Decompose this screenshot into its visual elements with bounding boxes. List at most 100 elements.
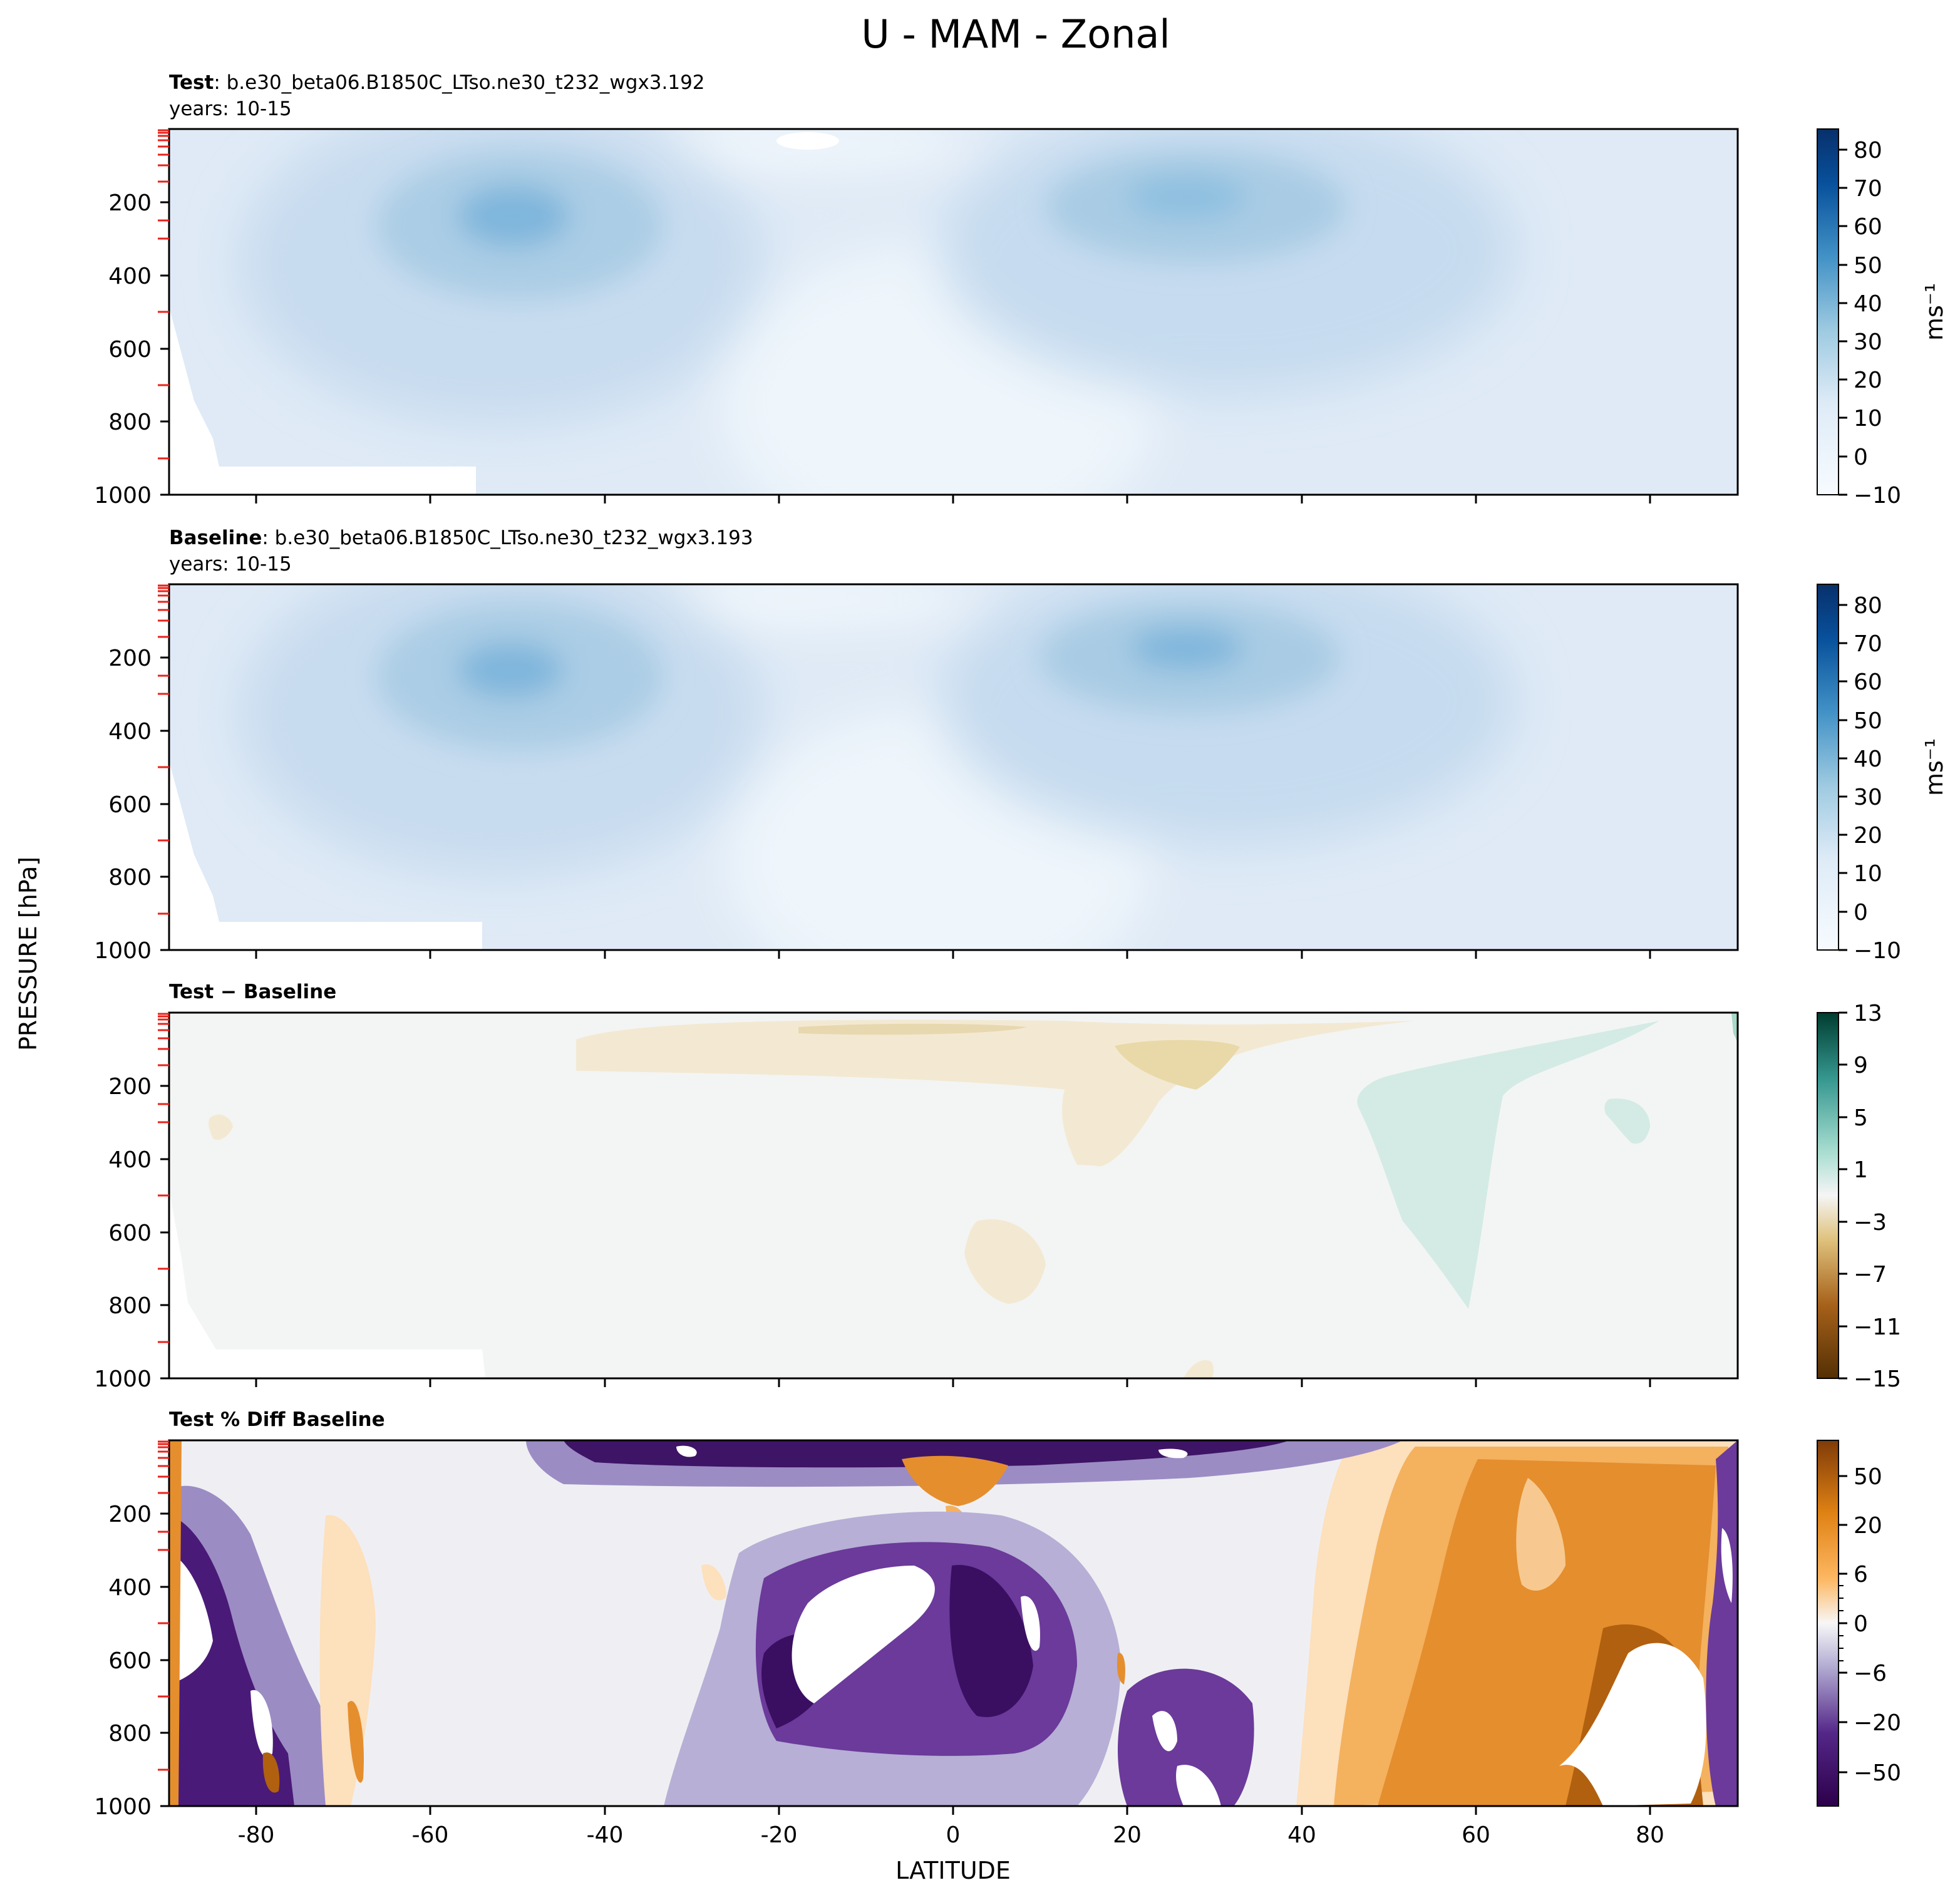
panel-percent-diff-field: [169, 1440, 1738, 1806]
colorbar-tick-label: 70: [1854, 631, 1882, 657]
panel-difference-title: Test − Baseline: [169, 981, 336, 1003]
panel-baseline-colorbar: [1817, 584, 1839, 951]
ytick-label: 1000: [94, 938, 152, 964]
panel-percent-diff-minor-ticks: [158, 1440, 169, 1771]
xtick-label: 20: [1113, 1822, 1142, 1848]
colorbar-tick-label: 30: [1854, 329, 1882, 355]
panel-test-minor-ticks: [158, 129, 169, 460]
panel-difference-field: [169, 1013, 1738, 1378]
panel-percent-diff-title: Test % Diff Baseline: [169, 1408, 385, 1431]
panel-difference: Test − Baseline: [94, 981, 1901, 1392]
panel-test-colorbar: [1817, 128, 1839, 495]
colorbar-tick-label: −11: [1854, 1314, 1901, 1340]
colorbar-tick-label: 40: [1854, 746, 1882, 772]
panel-difference-xticks: [255, 1378, 1651, 1387]
colorbar-tick-label: −3: [1854, 1210, 1887, 1236]
xtick-label: -40: [587, 1822, 624, 1848]
colorbar-tick-label: −7: [1854, 1262, 1887, 1288]
panel-difference-yticks: [160, 1085, 169, 1380]
ytick-label: 200: [108, 1074, 152, 1100]
panel-test-yticks: [160, 201, 169, 496]
colorbar-tick-label: 80: [1854, 593, 1882, 619]
panel-baseline-ytick-labels: 200 400 600 800 1000: [94, 646, 152, 964]
panel-difference-minor-ticks: [158, 1013, 169, 1343]
panel-difference-colorbar-ticks: [1839, 1011, 1847, 1380]
ytick-label: 200: [108, 190, 152, 216]
colorbar-tick-label: 10: [1854, 406, 1882, 431]
colorbar-tick-label: 5: [1854, 1105, 1868, 1131]
colorbar-tick-label: −10: [1854, 938, 1901, 964]
colorbar-tick-label: −20: [1854, 1710, 1901, 1736]
ytick-label: 400: [108, 1147, 152, 1173]
xtick-label: -60: [412, 1822, 449, 1848]
xtick-label: -80: [238, 1822, 275, 1848]
xtick-label: 60: [1462, 1822, 1490, 1848]
x-axis-label: LATITUDE: [895, 1857, 1011, 1884]
colorbar-tick-label: 50: [1854, 1464, 1882, 1490]
colorbar-tick-label: 60: [1854, 669, 1882, 695]
ytick-label: 1000: [94, 1794, 152, 1820]
panel-test-colorbar-label: ms⁻¹: [1921, 283, 1948, 341]
figure-title: U - MAM - Zonal: [861, 11, 1170, 57]
panel-test: Test: b.e30_beta06.B1850C_LTso.ne30_t232…: [94, 71, 1948, 509]
ytick-label: 400: [108, 1575, 152, 1601]
panel-baseline-title: Baseline: b.e30_beta06.B1850C_LTso.ne30_…: [169, 527, 753, 549]
colorbar-tick-label: −10: [1854, 483, 1901, 509]
ytick-label: 400: [108, 264, 152, 289]
colorbar-tick-label: 6: [1854, 1562, 1868, 1588]
panel-test-ytick-labels: 200 400 600 800 1000: [94, 190, 152, 509]
panel-baseline-yticks: [160, 656, 169, 951]
ytick-label: 800: [108, 1721, 152, 1747]
xtick-label: -20: [761, 1822, 798, 1848]
colorbar-tick-label: 70: [1854, 176, 1882, 202]
colorbar-tick-label: −6: [1854, 1661, 1887, 1686]
panel-percent-diff: Test % Diff Baseline: [94, 1408, 1901, 1848]
panel-baseline: Baseline: b.e30_beta06.B1850C_LTso.ne30_…: [94, 527, 1948, 964]
colorbar-tick-label: 50: [1854, 253, 1882, 279]
ytick-label: 200: [108, 646, 152, 671]
colorbar-tick-label: 0: [1854, 1611, 1868, 1637]
ytick-label: 600: [108, 1648, 152, 1674]
colorbar-tick-label: 50: [1854, 708, 1882, 734]
y-axis-label: PRESSURE [hPa]: [14, 857, 42, 1051]
xtick-label: 80: [1636, 1822, 1664, 1848]
panel-percent-diff-colorbar-minor: [1839, 1585, 1844, 1661]
panel-test-colorbar-ticks: [1839, 148, 1847, 496]
panel-test-xticks: [255, 495, 1651, 503]
colorbar-tick-label: 80: [1854, 138, 1882, 163]
ytick-label: 600: [108, 792, 152, 818]
colorbar-tick-label: 20: [1854, 823, 1882, 849]
panel-difference-colorbar: [1817, 1012, 1839, 1379]
panel-percent-diff-colorbar: [1817, 1440, 1839, 1807]
colorbar-tick-label: −15: [1854, 1366, 1901, 1392]
panel-test-title: Test: b.e30_beta06.B1850C_LTso.ne30_t232…: [169, 71, 705, 94]
ytick-label: 400: [108, 719, 152, 745]
panel-percent-diff-xtick-labels: -80 -60 -40 -20 0 20 40 60 80: [238, 1822, 1664, 1848]
xtick-label: 40: [1287, 1822, 1316, 1848]
panel-baseline-colorbar-label: ms⁻¹: [1921, 738, 1948, 796]
ytick-label: 800: [108, 1293, 152, 1319]
ytick-label: 1000: [94, 483, 152, 509]
panel-test-colorbar-labels: 80 70 60 50 40 30 20 10 0 −10: [1854, 138, 1901, 509]
ytick-label: 1000: [94, 1366, 152, 1392]
colorbar-tick-label: 20: [1854, 368, 1882, 393]
panel-percent-diff-yticks: [160, 1512, 169, 1807]
colorbar-tick-label: 60: [1854, 214, 1882, 240]
colorbar-tick-label: 0: [1854, 445, 1868, 470]
panel-baseline-minor-ticks: [158, 584, 169, 915]
ytick-label: 200: [108, 1502, 152, 1527]
colorbar-tick-label: 10: [1854, 861, 1882, 887]
panel-baseline-field: [169, 584, 1738, 950]
colorbar-tick-label: −50: [1854, 1760, 1901, 1786]
panel-test-subtitle: years: 10-15: [169, 98, 292, 120]
panel-percent-diff-xticks: [255, 1806, 1651, 1815]
panel-percent-diff-colorbar-ticks: [1839, 1475, 1847, 1774]
ytick-label: 800: [108, 865, 152, 891]
panel-baseline-colorbar-ticks: [1839, 604, 1847, 951]
colorbar-tick-label: 40: [1854, 291, 1882, 317]
panel-baseline-xticks: [255, 950, 1651, 959]
colorbar-tick-label: 0: [1854, 900, 1868, 926]
ytick-label: 800: [108, 410, 152, 435]
panel-percent-diff-ytick-labels: 200 400 600 800 1000: [94, 1502, 152, 1820]
